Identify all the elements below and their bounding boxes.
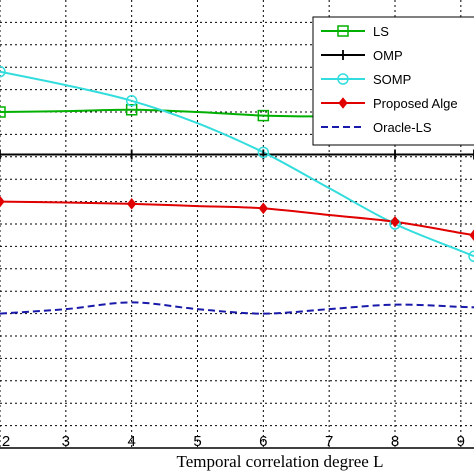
- legend-label-oracle-ls: Oracle-LS: [373, 120, 432, 135]
- series-line-oracle-ls: [0, 301, 474, 315]
- legend-marker-ls: [337, 25, 349, 37]
- data-point-omp: [469, 149, 474, 160]
- x-tick-label: 9: [457, 433, 465, 450]
- data-point-omp: [390, 149, 400, 160]
- x-tick-label: 4: [127, 433, 135, 450]
- legend-label-omp: OMP: [373, 48, 403, 63]
- data-point-somp: [125, 95, 138, 107]
- data-point-proposed-alge: [0, 195, 5, 208]
- data-point-proposed-alge: [469, 229, 474, 242]
- x-tick-label: 2: [2, 433, 10, 450]
- data-point-omp: [0, 149, 5, 160]
- data-point-ls: [125, 104, 138, 116]
- data-point-somp: [468, 250, 474, 263]
- x-axis-ticks: 2 3 4 5 6 7 8 9: [2, 433, 465, 450]
- x-tick-label: 3: [62, 433, 70, 450]
- data-point-proposed-alge: [127, 198, 137, 210]
- x-axis-title: Temporal correlation degree L: [177, 452, 384, 471]
- legend-marker-somp: [337, 73, 349, 85]
- x-tick-label: 8: [391, 433, 399, 450]
- x-tick-label: 6: [259, 433, 267, 450]
- data-point-ls: [0, 106, 6, 118]
- data-point-proposed-alge: [258, 202, 268, 215]
- x-tick-label: 5: [193, 433, 201, 450]
- legend-label-proposed-alge: Proposed Alge: [373, 96, 458, 111]
- data-point-somp: [257, 146, 270, 159]
- series-markers: [0, 65, 474, 263]
- legend-label-ls: LS: [373, 24, 389, 39]
- legend-marker-omp: [338, 50, 348, 60]
- x-tick-label: 7: [325, 433, 333, 450]
- data-point-omp: [126, 149, 137, 160]
- legend-box: [312, 16, 474, 146]
- data-point-somp: [0, 65, 6, 78]
- legend-label-somp: SOMP: [373, 72, 411, 87]
- legend-marker-proposed-alge: [338, 97, 348, 109]
- legend: LS OMP SOMP Proposed Alge Oracle-LS: [312, 16, 474, 146]
- data-point-proposed-alge: [390, 215, 400, 228]
- data-point-ls: [257, 109, 270, 122]
